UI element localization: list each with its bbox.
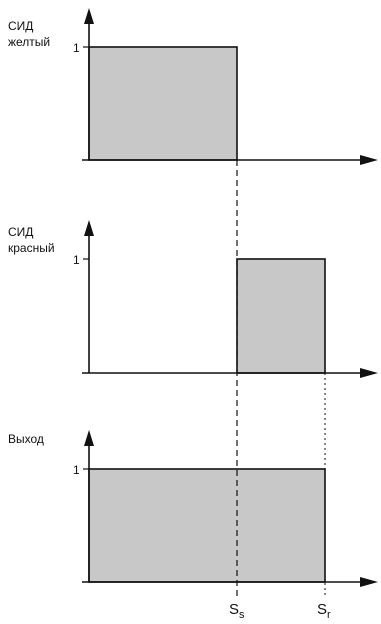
- yellow-y-axis-arrow: [84, 8, 94, 24]
- red-y-axis-arrow: [84, 220, 94, 236]
- threshold-sr-label: Sr: [317, 601, 331, 621]
- threshold-ss-sub: s: [239, 609, 245, 621]
- red-led-label-line2: красный: [8, 241, 55, 255]
- red-led-label-line1: СИД: [8, 225, 33, 239]
- output-label: Выход: [8, 432, 44, 446]
- panel-output: Выход 1: [8, 430, 378, 587]
- threshold-sr-sub: r: [327, 609, 331, 621]
- yellow-y-tick-label: 1: [73, 41, 80, 55]
- threshold-ss-label: Ss: [229, 601, 245, 621]
- yellow-led-label-line2: желтый: [8, 35, 50, 49]
- panel-red-led: СИД красный 1: [8, 220, 378, 378]
- output-y-tick-label: 1: [73, 463, 80, 477]
- panel-yellow-led: СИД желтый 1: [8, 8, 378, 165]
- yellow-x-axis-arrow: [360, 155, 378, 165]
- output-x-axis-arrow: [360, 577, 378, 587]
- red-y-tick-label: 1: [73, 253, 80, 267]
- output-high-pulse: [88, 468, 326, 583]
- yellow-led-high-pulse: [88, 46, 238, 161]
- threshold-sr-base: S: [317, 601, 327, 618]
- yellow-led-label-line1: СИД: [8, 19, 33, 33]
- output-y-axis-arrow: [84, 430, 94, 446]
- red-x-axis-arrow: [360, 368, 378, 378]
- red-led-high-pulse: [236, 258, 326, 374]
- threshold-ss-base: S: [229, 601, 239, 618]
